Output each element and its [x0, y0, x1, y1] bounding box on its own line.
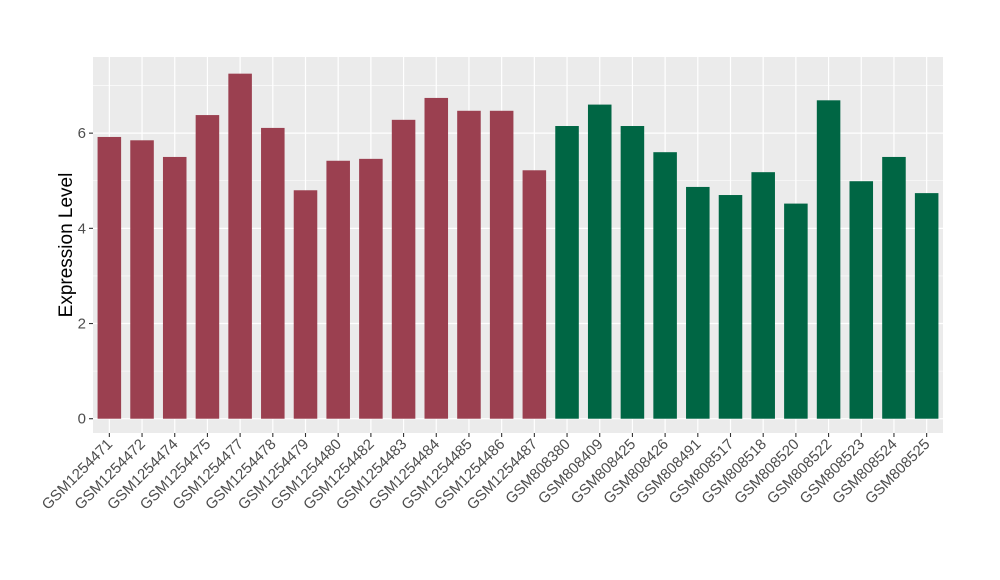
bar [457, 110, 481, 419]
y-tick-label: 4 [78, 220, 86, 237]
bar [293, 190, 318, 419]
y-tick-label: 2 [78, 316, 86, 333]
y-axis-title: Expression Level [56, 173, 77, 318]
bar [653, 152, 677, 419]
bar [195, 115, 220, 419]
bar [555, 126, 579, 419]
bar [489, 110, 514, 419]
bar [97, 136, 122, 419]
bar [424, 97, 449, 419]
bar [359, 158, 383, 419]
plot-panel [93, 57, 943, 433]
bar [849, 181, 874, 419]
y-tick-label: 6 [78, 125, 86, 142]
bar [784, 203, 808, 419]
bar [620, 126, 645, 419]
bar [816, 100, 841, 419]
bars [97, 73, 939, 419]
y-axis: 0 2 4 6 [78, 125, 93, 428]
bar [882, 156, 906, 419]
bar [751, 172, 775, 419]
bar [326, 160, 350, 419]
bar [228, 73, 252, 419]
bar [261, 127, 285, 419]
bar [391, 119, 416, 419]
bar [686, 186, 710, 419]
bar [522, 170, 547, 419]
bar [914, 193, 939, 419]
y-tick-label: 0 [78, 411, 86, 428]
x-axis: GSM1254471GSM1254472GSM1254474GSM1254475… [39, 433, 933, 513]
bar [718, 195, 743, 419]
bar [587, 104, 612, 419]
bar [130, 140, 154, 419]
bar [162, 156, 187, 419]
